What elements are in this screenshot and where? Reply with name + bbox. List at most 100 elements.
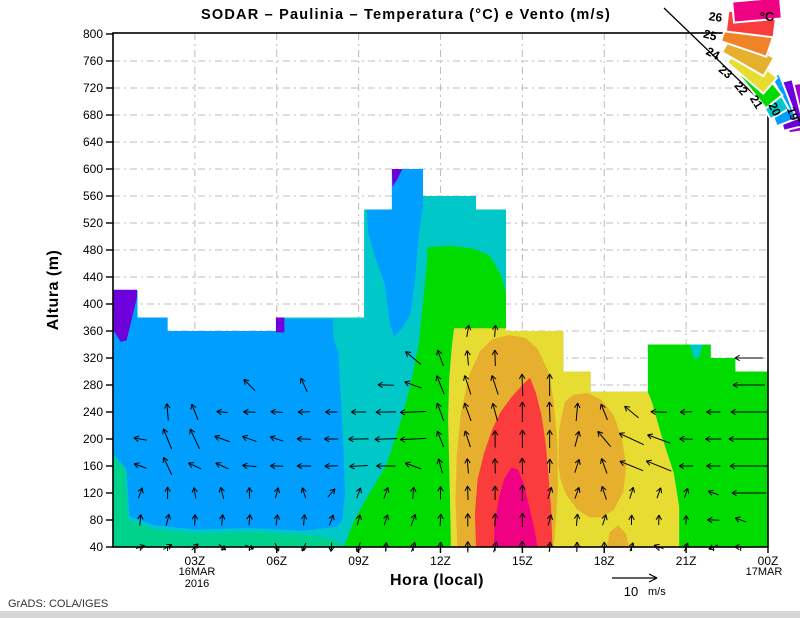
wind-vector xyxy=(383,486,390,499)
y-tick-label: 600 xyxy=(83,162,103,176)
wind-vector xyxy=(464,485,471,501)
wind-vector xyxy=(656,487,663,499)
wind-vector xyxy=(600,458,608,474)
end-date-line1: 17MAR xyxy=(746,566,783,578)
wind-vector xyxy=(574,402,581,422)
chart-title: SODAR – Paulinia – Temperatura (°C) e Ve… xyxy=(201,7,611,23)
wind-vector xyxy=(734,516,747,523)
wind-vector xyxy=(243,408,256,416)
wind-vector xyxy=(327,488,336,498)
wind-vector xyxy=(133,462,147,469)
wind-vector xyxy=(215,462,229,470)
wind-vector xyxy=(490,375,499,395)
wind-vector xyxy=(270,408,283,416)
band-violet-tower-tip xyxy=(391,169,403,187)
x-tick-label: 18Z xyxy=(594,554,615,568)
wind-vector xyxy=(348,435,369,443)
y-tick-label: 160 xyxy=(83,459,103,473)
band-red-plume xyxy=(474,377,553,547)
wind-vector xyxy=(191,514,199,526)
wind-vector xyxy=(435,375,445,395)
wind-vector xyxy=(300,514,308,526)
wind-vector xyxy=(734,354,763,362)
start-date-line2: 2016 xyxy=(185,578,209,590)
colorbar-level-label: 18 xyxy=(794,114,800,131)
wind-vector xyxy=(190,403,199,421)
wind-vector xyxy=(574,430,581,447)
wind-vector xyxy=(349,463,368,470)
wind-vector xyxy=(404,461,422,470)
band-tealgreen-strip xyxy=(113,455,344,547)
wind-vector xyxy=(464,350,471,366)
colorbar-segment->26 xyxy=(731,0,783,24)
y-tick-label: 360 xyxy=(83,324,103,338)
wind-vector xyxy=(410,513,417,526)
colorbar-level-label: 25 xyxy=(702,27,719,44)
band-magenta-hot-core xyxy=(493,467,538,547)
wind-vector xyxy=(296,435,312,443)
wind-vector xyxy=(218,486,225,499)
wind-vector xyxy=(705,435,722,443)
wind-vector xyxy=(492,324,499,338)
wind-vector xyxy=(601,514,608,526)
wind-vector xyxy=(405,351,422,365)
wind-vector xyxy=(546,401,553,423)
y-tick-label: 720 xyxy=(83,81,103,95)
wind-vector xyxy=(546,429,553,448)
y-tick-label: 280 xyxy=(83,378,103,392)
band-amber-evening-blob xyxy=(558,393,627,518)
wind-reference-unit: m/s xyxy=(648,586,666,598)
wind-vector xyxy=(376,462,396,470)
wind-vector xyxy=(518,373,526,397)
wind-vector xyxy=(464,458,471,474)
band-cyan-notch-evening xyxy=(690,344,703,360)
x-tick-label: 15Z xyxy=(512,554,533,568)
wind-vector xyxy=(328,514,335,526)
y-tick-label: 400 xyxy=(83,297,103,311)
y-tick-label: 560 xyxy=(83,189,103,203)
wind-vector xyxy=(437,486,444,500)
x-tick-label: 21Z xyxy=(676,554,697,568)
wind-vector xyxy=(729,462,768,470)
wind-vector xyxy=(730,408,767,416)
wind-reference-value: 10 xyxy=(624,584,638,599)
start-date-line1: 16MAR xyxy=(179,566,216,578)
wind-vector xyxy=(137,514,144,526)
wind-vector xyxy=(619,460,644,472)
wind-vector xyxy=(574,486,581,499)
colorbar-level-label: 19 xyxy=(784,105,800,123)
wind-vector xyxy=(137,487,144,499)
wind-vector xyxy=(243,378,256,392)
wind-vector xyxy=(374,436,397,443)
y-tick-label: 800 xyxy=(83,27,103,41)
band-violet-patch-left xyxy=(113,289,137,342)
wind-vector xyxy=(519,429,526,448)
y-tick-label: 320 xyxy=(83,351,103,365)
wind-vector xyxy=(491,485,499,500)
y-tick-label: 80 xyxy=(90,513,104,527)
y-tick-label: 480 xyxy=(83,243,103,257)
y-tick-label: 200 xyxy=(83,432,103,446)
wind-vector xyxy=(246,487,253,499)
band-violet-sliver-06z xyxy=(275,317,285,333)
wind-vector xyxy=(546,373,553,396)
colorbar-level-label: 26 xyxy=(708,9,723,25)
wind-vector xyxy=(188,462,202,470)
y-axis-title: Altura (m) xyxy=(45,250,62,331)
wind-vector xyxy=(269,462,284,470)
y-tick-label: 440 xyxy=(83,270,103,284)
wind-arrows xyxy=(133,324,769,554)
wind-vector xyxy=(437,513,444,527)
wind-vector xyxy=(624,405,639,419)
axes: 40 80 120 160 200 240 280 320 360 400 440 480 520 560… xyxy=(83,27,778,568)
wind-vector xyxy=(269,435,284,442)
colorbar-level-label: 24 xyxy=(704,44,723,63)
y-tick-label: 520 xyxy=(83,216,103,230)
wind-vector xyxy=(436,349,444,367)
wind-vector xyxy=(683,515,690,525)
x-axis-title: Hora (local) xyxy=(390,572,484,589)
wind-vector xyxy=(436,430,445,448)
wind-vector xyxy=(519,512,526,527)
wind-vector xyxy=(728,435,769,443)
